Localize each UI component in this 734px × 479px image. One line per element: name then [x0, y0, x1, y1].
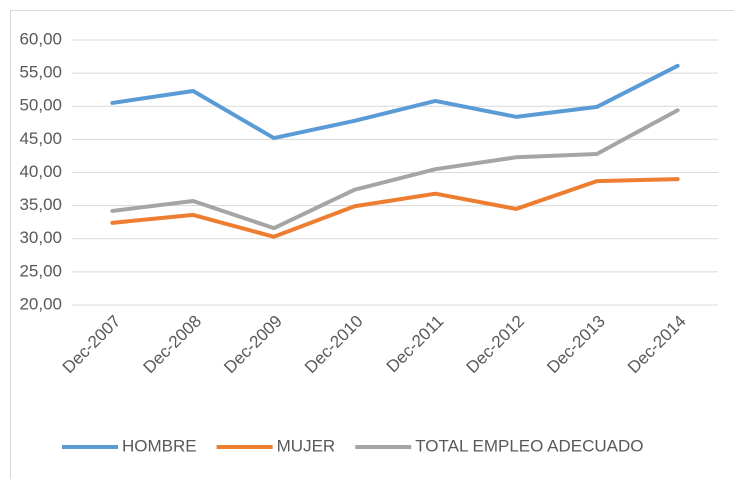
- x-tick-label: Dec-2009: [220, 312, 286, 378]
- series-line: [110, 177, 680, 239]
- x-tick-label: Dec-2013: [543, 312, 609, 378]
- y-tick-label: 60,00: [19, 29, 62, 48]
- y-tick-label: 40,00: [19, 162, 62, 181]
- y-tick-label: 30,00: [19, 228, 62, 247]
- y-tick-label: 50,00: [19, 96, 62, 115]
- chart-border: [10, 10, 734, 479]
- x-tick-label: Dec-2008: [140, 312, 206, 378]
- legend-label: TOTAL EMPLEO ADECUADO: [415, 436, 643, 455]
- x-tick-label: Dec-2014: [624, 312, 690, 378]
- series-line: [110, 63, 680, 141]
- y-tick-label: 25,00: [19, 261, 62, 280]
- y-tick-label: 45,00: [19, 129, 62, 148]
- x-tick-label: Dec-2010: [301, 312, 367, 378]
- y-tick-label: 55,00: [19, 63, 62, 82]
- series-line: [110, 108, 680, 231]
- x-tick-label: Dec-2007: [59, 312, 125, 378]
- y-tick-label: 20,00: [19, 294, 62, 313]
- legend-label: HOMBRE: [122, 436, 197, 455]
- y-tick-label: 35,00: [19, 195, 62, 214]
- x-tick-label: Dec-2011: [383, 312, 448, 377]
- legend-label: MUJER: [277, 436, 336, 455]
- x-tick-label: Dec-2012: [463, 312, 529, 378]
